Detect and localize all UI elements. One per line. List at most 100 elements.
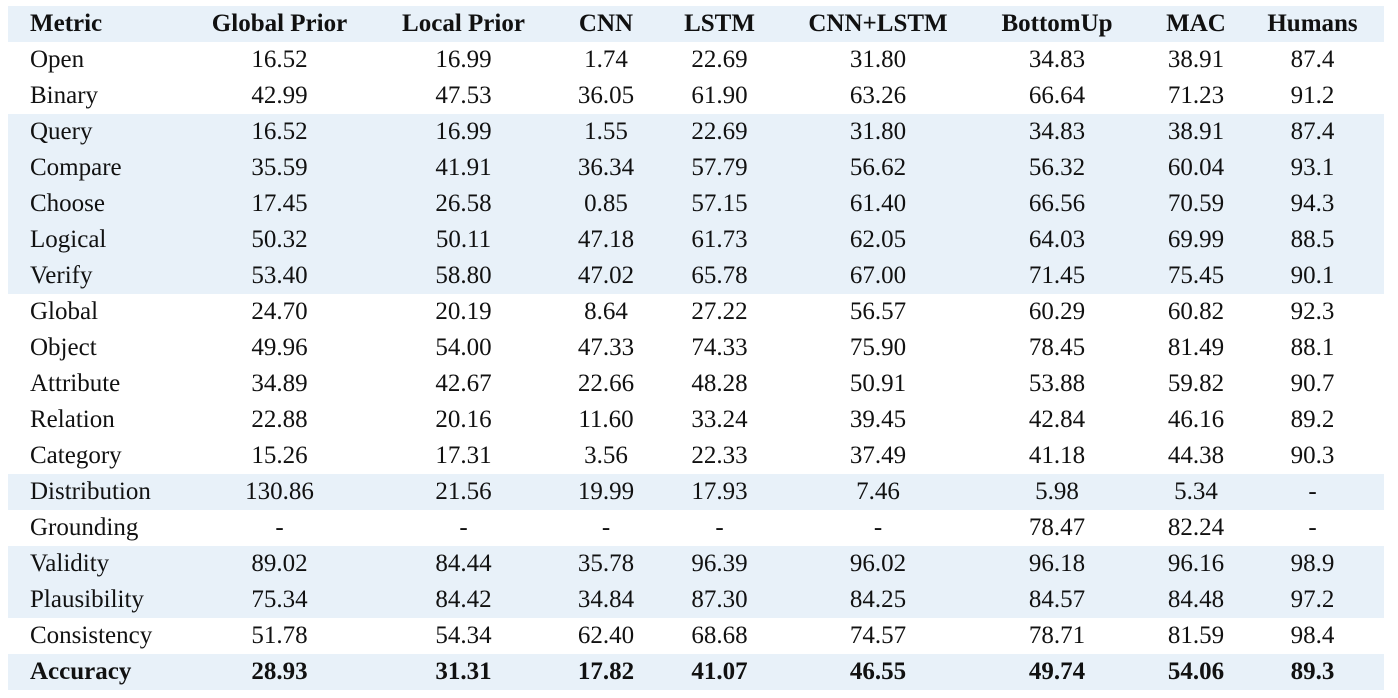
table-cell: 89.3: [1290, 658, 1335, 685]
table-cell: 84.57: [1028, 586, 1086, 613]
row-label: Object: [30, 334, 97, 361]
row-label: Verify: [30, 262, 93, 289]
table-row: Logical 50.32 50.11 47.18 61.73 62.05 64.03 69.…: [8, 222, 1384, 258]
table-cell: 64.03: [1028, 226, 1086, 253]
table-row: Distribution 130.86 21.56 19.99 17.93 7.46 5.9…: [8, 474, 1384, 510]
row-label: Category: [30, 442, 122, 469]
table-cell: 22.88: [251, 406, 308, 433]
table-cell: 34.83: [1028, 46, 1086, 73]
table-cell: 54.06: [1167, 658, 1225, 685]
table-row: Accuracy 28.93 31.31 17.82 41.07 46.55 49.74 54…: [8, 654, 1384, 690]
table-cell: 78.71: [1028, 622, 1086, 649]
table-cell: 47.18: [577, 226, 635, 253]
table-cell: 15.26: [251, 442, 308, 469]
table-cell: 22.33: [691, 442, 748, 469]
table-cell: 16.52: [251, 118, 308, 145]
table-cell: 60.82: [1167, 298, 1225, 325]
row-label: Plausibility: [30, 586, 144, 613]
table-cell: 75.34: [251, 586, 308, 613]
table-cell: 17.31: [435, 442, 492, 469]
table-cell: 87.4: [1290, 118, 1335, 145]
table-cell: 16.99: [435, 118, 492, 145]
table-cell: 36.34: [577, 154, 635, 181]
table-cell: 96.18: [1028, 550, 1086, 577]
table-cell: 20.19: [435, 298, 492, 325]
row-label: Query: [30, 118, 93, 145]
row-label: Global: [30, 298, 99, 325]
table-row: Attribute 34.89 42.67 22.66 48.28 50.91 53.88 5…: [8, 366, 1384, 402]
table-cell: 71.23: [1167, 82, 1225, 109]
table-cell: 57.79: [691, 154, 748, 181]
table-cell: -: [1308, 478, 1317, 505]
table-cell: 82.24: [1167, 514, 1225, 541]
table-cell: 50.11: [435, 226, 492, 253]
table-cell: 47.53: [435, 82, 492, 109]
table-cell: 81.59: [1167, 622, 1225, 649]
table-cell: 60.29: [1028, 298, 1086, 325]
table-cell: 130.86: [245, 478, 314, 505]
table-row: Compare 35.59 41.91 36.34 57.79 56.62 56.32 60.…: [8, 150, 1384, 186]
table-cell: 47.02: [577, 262, 635, 289]
table-cell: 69.99: [1167, 226, 1225, 253]
table-cell: 46.16: [1167, 406, 1225, 433]
table-cell: 47.33: [577, 334, 635, 361]
column-header-lstm: LSTM: [684, 10, 755, 37]
table-row: Grounding - - - - - 78.47 82.24 -: [8, 510, 1384, 546]
table-cell: 17.93: [691, 478, 748, 505]
table-cell: 68.68: [691, 622, 748, 649]
table-cell: 58.80: [435, 262, 492, 289]
table-cell: 59.82: [1167, 370, 1225, 397]
table-cell: 90.1: [1290, 262, 1335, 289]
table-row: Validity 89.02 84.44 35.78 96.39 96.02 96.18 96…: [8, 546, 1384, 582]
table-cell: 75.45: [1167, 262, 1225, 289]
table-cell: 61.40: [849, 190, 907, 217]
table-cell: 66.56: [1028, 190, 1086, 217]
table-cell: 38.91: [1167, 46, 1225, 73]
table-cell: 90.3: [1290, 442, 1335, 469]
table-cell: 36.05: [577, 82, 635, 109]
table-cell: 17.45: [251, 190, 308, 217]
table-cell: 89.02: [251, 550, 308, 577]
row-label: Open: [30, 46, 85, 73]
table-cell: 5.98: [1035, 478, 1079, 505]
column-header-local-prior: Local Prior: [402, 10, 525, 37]
table-cell: 61.90: [691, 82, 748, 109]
row-label: Relation: [30, 406, 115, 433]
table-cell: 71.45: [1028, 262, 1086, 289]
table-cell: 8.64: [584, 298, 628, 325]
table-cell: 56.57: [849, 298, 907, 325]
table-row: Plausibility 75.34 84.42 34.84 87.30 84.25 84.…: [8, 582, 1384, 618]
row-label: Distribution: [30, 478, 151, 505]
table-cell: 92.3: [1290, 298, 1335, 325]
table-cell: 44.38: [1167, 442, 1225, 469]
table-row: Query 16.52 16.99 1.55 22.69 31.80 34.83 38.91 8…: [8, 114, 1384, 150]
table-cell: -: [715, 514, 724, 541]
column-header-bottomup: BottomUp: [1001, 10, 1113, 37]
table-cell: 74.57: [849, 622, 907, 649]
column-header-metric: Metric: [30, 10, 103, 37]
table-cell: 53.88: [1028, 370, 1086, 397]
table-cell: 51.78: [251, 622, 308, 649]
table-cell: 34.83: [1028, 118, 1086, 145]
column-header-mac: MAC: [1166, 10, 1226, 37]
table-row: Global 24.70 20.19 8.64 27.22 56.57 60.29 60.82…: [8, 294, 1384, 330]
table-cell: 38.91: [1167, 118, 1225, 145]
table-cell: 50.32: [251, 226, 308, 253]
table-cell: 81.49: [1167, 334, 1225, 361]
table-cell: 26.58: [435, 190, 492, 217]
table-cell: 37.49: [849, 442, 907, 469]
header-row: Metric Global Prior Local Prior CNN LSTM…: [8, 6, 1384, 42]
table-cell: 97.2: [1290, 586, 1335, 613]
table-cell: 84.44: [435, 550, 492, 577]
table-row: Relation 22.88 20.16 11.60 33.24 39.45 42.84 46…: [8, 402, 1384, 438]
table-cell: 31.80: [849, 46, 907, 73]
table-cell: 94.3: [1290, 190, 1335, 217]
table-cell: 16.52: [251, 46, 308, 73]
table-cell: 56.32: [1028, 154, 1086, 181]
table-row: Verify 53.40 58.80 47.02 65.78 67.00 71.45 75.4…: [8, 258, 1384, 294]
table-cell: 35.78: [577, 550, 635, 577]
table-cell: 16.99: [435, 46, 492, 73]
table-cell: 70.59: [1167, 190, 1225, 217]
table-cell: 53.40: [251, 262, 308, 289]
table-row: Open 16.52 16.99 1.74 22.69 31.80 34.83 38.91 87…: [8, 42, 1384, 78]
